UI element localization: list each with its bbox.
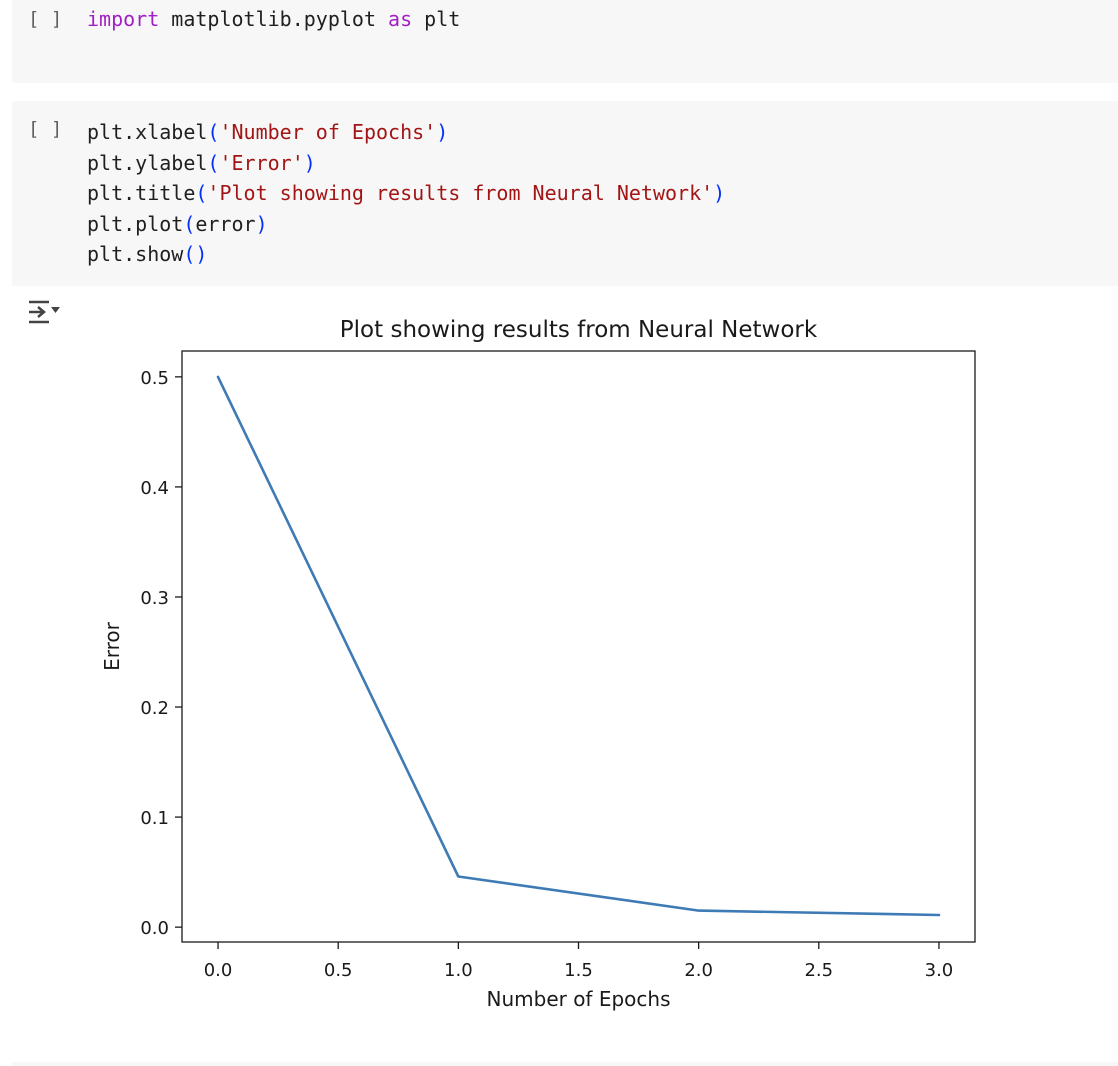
next-cell-edge <box>12 1062 1118 1066</box>
code-paren: () <box>183 242 208 266</box>
code-token: plt.title <box>87 181 196 205</box>
x-tick-label: 0.5 <box>324 960 353 981</box>
code-string: 'Error' <box>219 150 304 175</box>
x-tick-label: 0.0 <box>204 960 233 981</box>
code-string: 'Number of Epochs' <box>219 120 437 144</box>
y-axis-label: Error <box>100 621 124 671</box>
code-token: plt <box>412 7 461 31</box>
code-token: matplotlib.pyplot <box>159 7 389 31</box>
code-string: 'Plot showing results from Neural Networ… <box>207 181 714 205</box>
code-paren: ( <box>183 211 196 236</box>
code-token: plt.xlabel <box>87 120 208 144</box>
code-cell-import[interactable]: [ ] import matplotlib.pyplot as plt <box>12 0 1118 83</box>
line-chart: Plot showing results from Neural Network… <box>100 317 976 1011</box>
code-line: plt.show() <box>87 239 725 270</box>
code-paren: ) <box>436 120 449 144</box>
code-paren: ) <box>713 181 726 205</box>
x-tick-label: 1.5 <box>564 960 593 981</box>
code-line: plt.xlabel('Number of Epochs') <box>87 117 725 148</box>
code-line: plt.plot(error) <box>87 209 725 240</box>
code-paren: ) <box>255 211 268 236</box>
y-tick-label: 0.3 <box>140 588 169 609</box>
y-tick-label: 0.4 <box>140 478 169 499</box>
y-tick-label: 0.1 <box>140 808 169 829</box>
code-editor[interactable]: import matplotlib.pyplot as plt <box>87 4 460 35</box>
code-line: plt.ylabel('Error') <box>87 148 725 179</box>
y-tick-label: 0.0 <box>140 918 169 939</box>
code-editor[interactable]: plt.xlabel('Number of Epochs') plt.ylabel… <box>87 117 725 270</box>
code-cell-plot[interactable]: [ ] plt.xlabel('Number of Epochs') plt.yl… <box>12 101 1118 286</box>
code-token: plt.ylabel <box>87 150 208 175</box>
y-tick-label: 0.2 <box>140 698 169 719</box>
code-keyword: import <box>87 7 160 31</box>
run-cell-button[interactable]: [ ] <box>28 8 63 30</box>
code-paren: ( <box>207 120 220 144</box>
code-paren: ( <box>195 181 208 205</box>
plot-frame <box>181 350 976 943</box>
x-tick-label: 2.5 <box>804 960 833 981</box>
code-line: plt.title('Plot showing results from Neu… <box>87 178 725 209</box>
x-axis-label: Number of Epochs <box>487 987 671 1011</box>
code-paren: ( <box>207 150 220 175</box>
x-tick-label: 2.0 <box>684 960 713 981</box>
x-tick-label: 3.0 <box>925 960 954 981</box>
code-paren: ) <box>303 150 316 175</box>
output-toggle-icon[interactable] <box>26 298 62 330</box>
code-keyword: as <box>388 7 413 31</box>
chart-title: Plot showing results from Neural Network <box>340 317 818 343</box>
x-tick-label: 1.0 <box>444 960 473 981</box>
code-token: plt.plot <box>87 211 184 236</box>
series-line <box>216 375 941 917</box>
code-token: plt.show <box>87 242 184 266</box>
run-cell-button[interactable]: [ ] <box>28 118 63 140</box>
code-token: error <box>195 211 256 236</box>
y-tick-label: 0.5 <box>140 368 169 389</box>
code-line: import matplotlib.pyplot as plt <box>87 4 460 35</box>
